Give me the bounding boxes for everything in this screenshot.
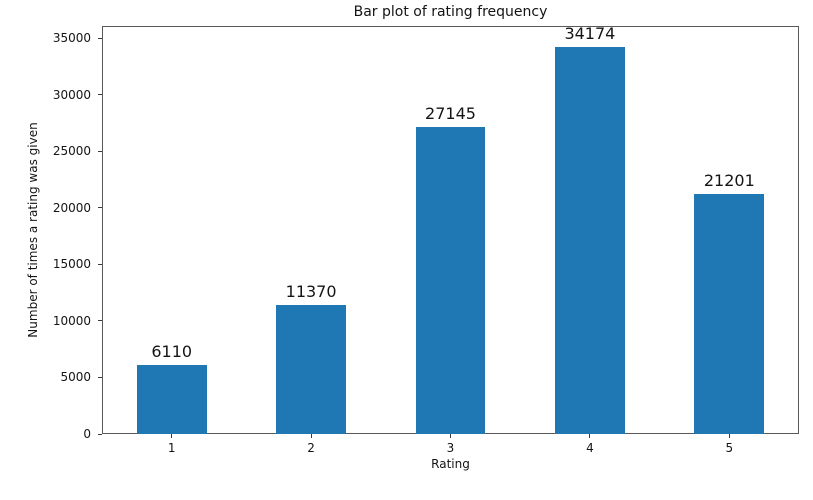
y-tick-label: 20000 [52,200,91,215]
bar-value-label: 6110 [151,341,193,361]
bar-value-label: 34174 [564,24,616,44]
x-tick-mark [171,434,173,438]
y-tick-mark [98,150,102,152]
x-tick-mark [589,434,591,438]
x-tick-label: 4 [586,441,594,455]
y-tick-label: 30000 [52,87,91,102]
y-tick-label: 15000 [52,257,91,272]
x-axis-label: Rating [431,457,470,471]
chart-title: Bar plot of rating frequency [353,4,548,20]
bar-value-label: 27145 [425,103,476,123]
bar [415,126,486,434]
y-tick-label: 25000 [52,144,91,159]
y-tick-label: 0 [83,427,91,441]
x-tick-mark [728,434,730,438]
y-tick-mark [98,263,102,265]
bar-value-label: 21201 [703,171,755,191]
y-tick-mark [98,94,102,96]
bar [555,47,625,434]
x-tick-label: 3 [446,441,455,455]
bar [136,364,207,434]
bar [276,305,346,434]
y-tick-label: 5000 [60,370,91,385]
x-tick-label: 5 [725,441,734,455]
y-tick-mark [98,433,102,435]
x-tick-label: 2 [307,441,315,455]
bar-value-label: 11370 [285,282,337,302]
x-tick-mark [310,434,312,438]
y-tick-mark [98,320,102,322]
bar [694,194,765,434]
y-tick-mark [98,376,102,378]
y-tick-mark [98,37,102,39]
x-tick-mark [450,434,451,438]
y-tick-label: 10000 [52,313,91,328]
y-tick-label: 35000 [52,31,91,45]
x-tick-label: 1 [167,441,176,455]
y-tick-mark [98,207,102,209]
